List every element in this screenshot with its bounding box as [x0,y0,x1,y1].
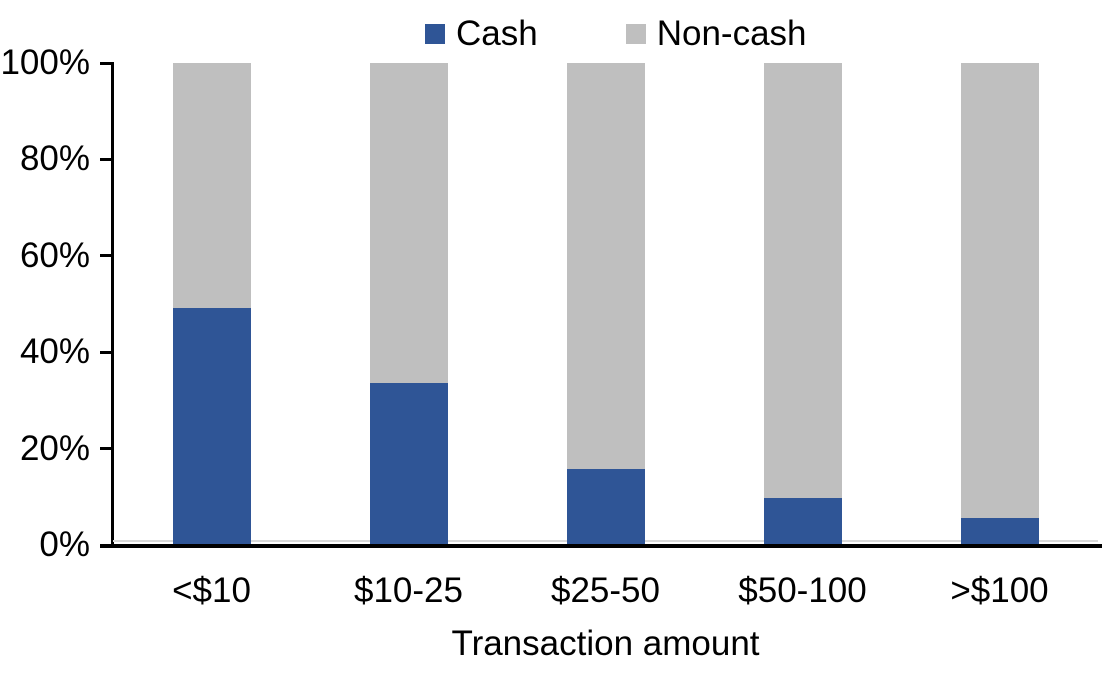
bar-segment-non-cash [369,63,448,383]
x-axis-title: Transaction amount [451,624,760,663]
bar-segment-non-cash [566,63,645,470]
x-axis-line [100,544,1102,548]
legend-label-cash: Cash [456,14,538,53]
stacked-bar [369,63,448,544]
stacked-bar [763,63,842,544]
bar-slot [310,63,507,544]
stacked-bar [172,63,251,544]
x-axis-category-labels: <$10 $10-25 $25-50 $50-100 >$100 [113,573,1098,609]
bar-slot [704,63,901,544]
legend-swatch-non-cash-icon [625,23,646,44]
legend-label-non-cash: Non-cash [656,14,807,53]
y-tick-mark [100,157,113,161]
bar-slot [507,63,704,544]
bar-segment-cash [763,498,842,544]
bar-segment-cash [566,469,645,544]
bar-segment-cash [172,308,251,544]
y-tick-mark [100,61,113,65]
y-tick-label: 40% [19,332,90,372]
stacked-bar [960,63,1039,544]
stacked-bar [566,63,645,544]
legend-swatch-cash-icon [425,23,445,44]
legend-item-non-cash: Non-cash [625,14,807,53]
x-category-label: $25-50 [551,571,660,610]
bar-segment-cash [960,517,1039,544]
y-axis-line [111,62,114,546]
legend-item-cash: Cash [425,16,538,51]
bar-segment-non-cash [172,63,251,309]
x-category-label: <$10 [172,571,251,610]
plot-area [113,63,1098,544]
y-tick-label: 20% [19,428,90,468]
bar-segment-non-cash [960,63,1039,518]
bar-slot [901,63,1098,544]
bar-slot [113,63,310,544]
y-axis-tick-labels: 0% 20% 40% 60% 80% 100% [0,45,90,562]
x-category-label: $50-100 [738,571,867,610]
y-tick-label: 0% [39,525,90,564]
bar-segment-cash [369,382,448,544]
x-category-label: $10-25 [354,571,463,610]
bar-segment-non-cash [763,63,842,499]
y-tick-label: 100% [0,43,90,82]
y-tick-label: 60% [19,235,90,275]
y-tick-mark [100,447,113,451]
y-tick-mark [100,254,113,258]
legend: Cash Non-cash [425,16,807,51]
y-tick-mark [100,350,113,354]
y-tick-label: 80% [19,139,90,179]
x-category-label: >$100 [950,571,1049,610]
